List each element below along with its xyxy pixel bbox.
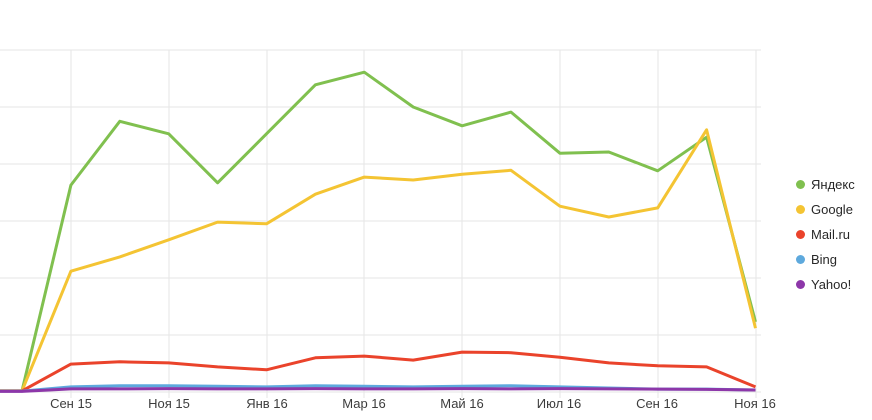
legend-label: Яндекс	[811, 177, 855, 192]
x-tick-label: Ноя 16	[734, 396, 776, 411]
legend-dot	[796, 255, 805, 264]
legend-item-google[interactable]: Google	[796, 201, 855, 218]
x-tick-label: Мар 16	[342, 396, 386, 411]
legend-item-yandex[interactable]: Яндекс	[796, 176, 855, 193]
legend-dot	[796, 180, 805, 189]
x-tick-label: Май 16	[440, 396, 484, 411]
legend-item-mailru[interactable]: Mail.ru	[796, 226, 855, 243]
x-tick-label: Июл 16	[536, 396, 582, 411]
x-tick-label: Сен 16	[636, 396, 678, 411]
legend-dot	[796, 205, 805, 214]
legend-dot	[796, 230, 805, 239]
legend-label: Google	[811, 202, 853, 217]
legend-item-yahoo[interactable]: Yahoo!	[796, 276, 855, 293]
legend-label: Mail.ru	[811, 227, 851, 242]
legend-item-bing[interactable]: Bing	[796, 251, 855, 268]
x-tick-label: Янв 16	[246, 396, 288, 411]
legend-label: Bing	[811, 252, 838, 267]
x-tick-label: Ноя 15	[148, 396, 190, 411]
x-tick-label: Сен 15	[50, 396, 92, 411]
legend: Яндекс Google Mail.ru Bing Yahoo!	[796, 176, 855, 301]
legend-label: Yahoo!	[811, 277, 852, 292]
legend-dot	[796, 280, 805, 289]
